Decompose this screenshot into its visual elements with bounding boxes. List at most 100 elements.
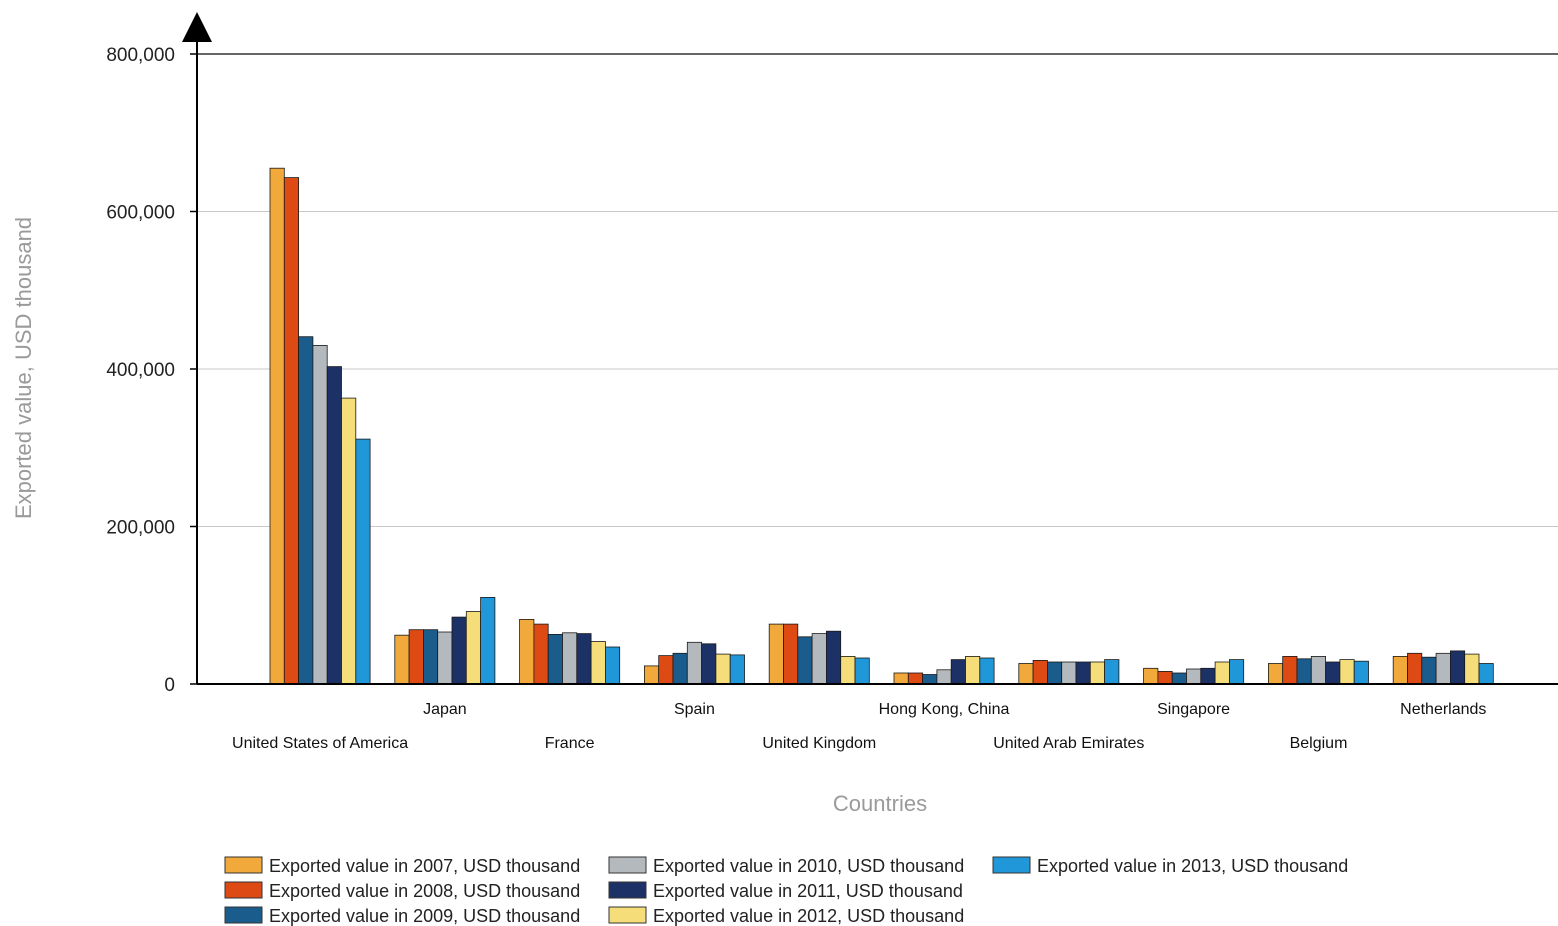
- bar: [451, 616, 467, 685]
- bar: [422, 629, 439, 685]
- bar: [1282, 656, 1298, 685]
- bar: [1392, 656, 1408, 685]
- y-tick-label: 600,000: [106, 203, 175, 224]
- legend-label: Exported value in 2011, USD thousand: [653, 881, 963, 901]
- bar: [394, 634, 410, 685]
- bar: [1061, 661, 1077, 685]
- bar: [519, 619, 535, 685]
- bar: [729, 654, 745, 685]
- bar: [1157, 671, 1173, 685]
- legend-swatch: [224, 881, 263, 899]
- bar: [715, 653, 731, 685]
- legend-swatch: [224, 856, 263, 874]
- bars: [269, 167, 1494, 685]
- bar: [437, 631, 453, 685]
- bar: [768, 623, 784, 685]
- legend-swatch: [992, 856, 1031, 874]
- bar: [562, 632, 578, 685]
- y-tick-label: 200,000: [106, 518, 175, 539]
- y-tick-label: 800,000: [106, 45, 175, 66]
- legend-label: Exported value in 2012, USD thousand: [653, 906, 964, 926]
- bar: [1229, 659, 1245, 685]
- bar: [672, 652, 688, 685]
- bar: [1435, 652, 1451, 685]
- bar: [547, 634, 563, 685]
- category-label: Belgium: [1290, 735, 1348, 752]
- legend-label: Exported value in 2007, USD thousand: [269, 856, 580, 876]
- bar: [590, 641, 606, 685]
- legend-label: Exported value in 2010, USD thousand: [653, 856, 964, 876]
- bar: [1478, 663, 1494, 685]
- bar: [950, 659, 966, 685]
- legend: Exported value in 2007, USD thousand Expo…: [224, 856, 1348, 926]
- bar: [326, 366, 342, 685]
- bar: [1407, 652, 1423, 685]
- category-labels: United States of America Japan France Spain…: [232, 701, 1486, 752]
- y-tick-label: 0: [164, 675, 175, 696]
- bar: [979, 657, 995, 685]
- bar: [658, 655, 674, 685]
- bar: [922, 674, 938, 685]
- category-label: Japan: [423, 701, 467, 718]
- bar: [1089, 661, 1106, 685]
- category-label: United Arab Emirates: [993, 735, 1144, 752]
- legend-swatch: [224, 906, 263, 924]
- bar: [1296, 658, 1312, 685]
- category-label: United States of America: [232, 735, 408, 752]
- bar: [269, 167, 285, 685]
- bar: [1200, 667, 1216, 685]
- bar: [1310, 656, 1327, 685]
- bar: [965, 656, 981, 685]
- axes: [182, 12, 1558, 685]
- bar: [465, 611, 481, 685]
- bar: [797, 636, 813, 685]
- bar: [1171, 672, 1187, 685]
- bar: [1018, 663, 1034, 685]
- bar: [854, 657, 870, 685]
- x-axis-title: Countries: [833, 791, 927, 816]
- legend-label: Exported value in 2013, USD thousand: [1037, 856, 1348, 876]
- bar: [840, 656, 856, 685]
- bar: [1143, 667, 1159, 685]
- bar: [355, 438, 371, 685]
- bar: [783, 623, 799, 685]
- bar: [701, 643, 717, 685]
- bar: [1075, 661, 1091, 685]
- legend-swatch: [608, 856, 647, 874]
- legend-label: Exported value in 2009, USD thousand: [269, 906, 580, 926]
- bar: [1421, 656, 1437, 685]
- bar: [907, 672, 923, 685]
- category-label: Spain: [674, 701, 715, 718]
- category-label: Netherlands: [1400, 701, 1486, 718]
- y-tick-label: 400,000: [106, 360, 175, 381]
- bar: [1268, 663, 1284, 685]
- category-label: United Kingdom: [762, 735, 876, 752]
- bar: [1032, 660, 1048, 685]
- category-label: Hong Kong, China: [879, 701, 1010, 718]
- bar: [1353, 660, 1369, 685]
- category-label: France: [545, 735, 595, 752]
- y-axis-arrow-icon: [182, 12, 212, 42]
- bar: [1325, 661, 1341, 685]
- grid-lines: [190, 53, 1558, 685]
- bar: [533, 623, 549, 685]
- bar: [1339, 659, 1355, 685]
- bar: [644, 665, 660, 685]
- y-tick-labels: 0 200,000 400,000 600,000 800,000: [106, 45, 175, 696]
- legend-swatch: [608, 881, 647, 899]
- bar: [480, 597, 496, 685]
- bar: [408, 629, 424, 685]
- bar: [576, 633, 592, 685]
- bar: [826, 630, 842, 685]
- bar: [283, 177, 299, 685]
- bar: [341, 397, 357, 685]
- bar: [298, 336, 314, 685]
- bar: [936, 669, 952, 685]
- bar: [312, 344, 328, 685]
- legend-swatch: [608, 906, 647, 924]
- bar: [1464, 653, 1480, 685]
- legend-label: Exported value in 2008, USD thousand: [269, 881, 580, 901]
- bar: [1450, 650, 1466, 685]
- bar: [811, 633, 827, 685]
